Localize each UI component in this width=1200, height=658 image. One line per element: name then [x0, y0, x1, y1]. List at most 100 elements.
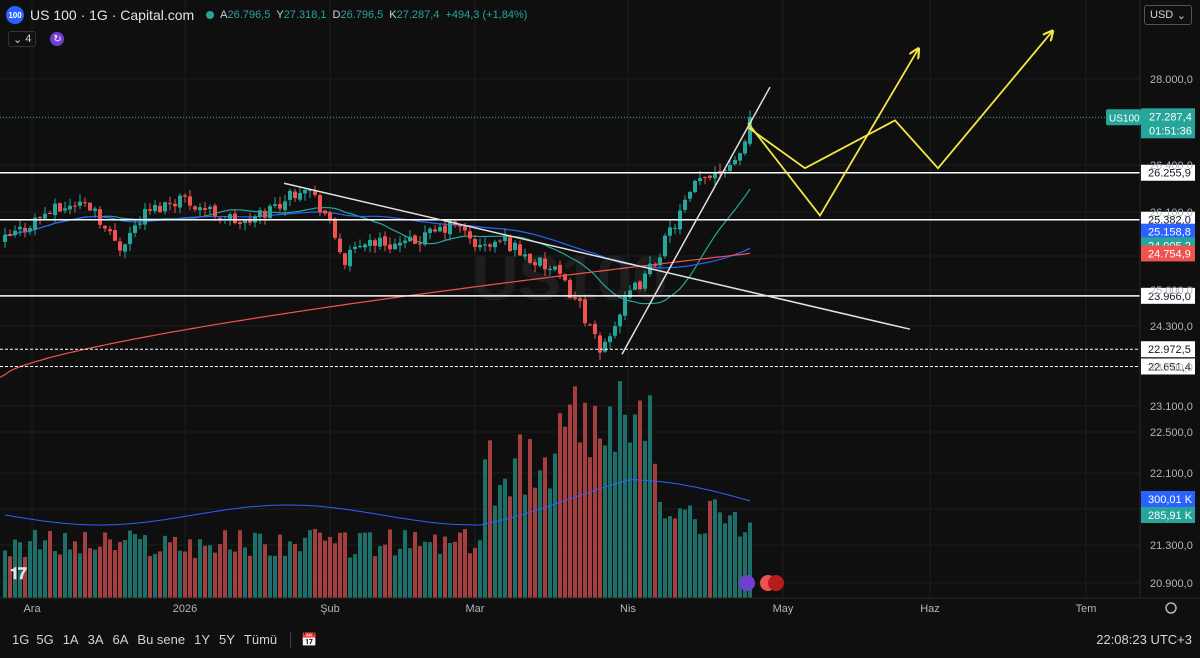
candle-body [728, 164, 732, 171]
volume-bar [638, 400, 642, 598]
candle-body [238, 222, 242, 224]
timeframe-bu-sene[interactable]: Bu sene [137, 632, 186, 647]
candle-body [98, 209, 102, 225]
volume-bar [228, 549, 232, 598]
volume-bar [438, 553, 442, 598]
volume-bar [598, 438, 602, 598]
volume-bar [78, 553, 82, 598]
candle-body [148, 209, 152, 211]
volume-bar [98, 546, 102, 598]
tradingview-logo-icon[interactable]: 𝟏𝟕 [10, 566, 27, 583]
indicators-toggle[interactable]: ⌄ 4 [8, 31, 37, 47]
market-status-dot [206, 11, 215, 19]
timeframe-1a[interactable]: 1A [62, 632, 79, 647]
volume-bar [663, 518, 667, 598]
candle-body [488, 244, 492, 247]
timeframe-5g[interactable]: 5G [36, 632, 54, 647]
volume-bar [198, 539, 202, 598]
volume-bar [593, 405, 597, 598]
calendar-range-icon[interactable]: 📅 [301, 631, 318, 647]
volume-bar [28, 541, 32, 598]
volume-bar [343, 532, 347, 598]
time-axis[interactable]: Ara 2026 Şub Mar Nis May Haz Tem [0, 597, 1200, 615]
volume-bar [538, 470, 542, 598]
volume-bar [368, 532, 372, 598]
candle-body [68, 205, 72, 210]
price-axis[interactable]: 28.000,027.700,026.400,026.100,025.600,0… [1106, 0, 1195, 598]
volume-bar [698, 534, 702, 598]
candle-body [428, 228, 432, 233]
candle-body [598, 335, 602, 353]
ohlc-open-value: 26.796,5 [227, 9, 271, 21]
candle-body [538, 257, 542, 266]
lightning-event-icon [739, 575, 755, 591]
volume-bar [618, 381, 622, 598]
candle-body [48, 212, 52, 215]
swirl-icon[interactable]: ↻ [50, 32, 65, 46]
candle-body [588, 324, 592, 326]
volume-bar [713, 499, 717, 598]
trend-drawings[interactable] [283, 32, 1052, 591]
candle-body [363, 244, 367, 248]
candle-body [273, 204, 277, 206]
timeframe-tumu[interactable]: Tümü [243, 632, 278, 647]
price-tick-label: 22.100,0 [1150, 468, 1193, 480]
candle-body [58, 203, 62, 212]
volume-bar [603, 445, 607, 598]
volume-bar [338, 532, 342, 598]
volume-bar [223, 530, 227, 598]
timeframe-1y[interactable]: 1Y [194, 632, 211, 647]
candle-body [333, 218, 337, 238]
candle-body [443, 225, 447, 233]
timeframe-6a[interactable]: 6A [112, 632, 129, 647]
volume-bar [283, 555, 287, 598]
candle-body [533, 262, 537, 266]
candle-body [203, 208, 207, 211]
candle-body [158, 205, 162, 213]
volume-bar [358, 533, 362, 598]
projection-path-a [747, 49, 918, 218]
candle-body [183, 195, 187, 197]
ohlc-high-value: 27.318,1 [283, 9, 327, 21]
volume-bar [558, 413, 562, 598]
last-price-label: 27.287,4 [1149, 111, 1192, 123]
volume-bar [688, 505, 692, 598]
candle-body [153, 204, 157, 212]
symbol-title[interactable]: US 100 · 1G · Capital.com [30, 7, 195, 23]
volume-bar [448, 543, 452, 598]
downtrend-line [283, 182, 911, 330]
currency-selector[interactable]: USD ⌄ [1144, 5, 1192, 25]
timeframe-3a[interactable]: 3A [87, 632, 104, 647]
volume-bar [443, 536, 447, 598]
ma-value-badge [1141, 245, 1195, 262]
candle-body [448, 220, 452, 235]
volume-bar [628, 442, 632, 598]
candle-body [493, 241, 497, 248]
volume-bar [168, 542, 172, 598]
volume-bar [258, 533, 262, 598]
candle-body [3, 234, 7, 242]
price-tick-label: 22.500,0 [1150, 427, 1193, 439]
symbol-logo[interactable]: 100 [6, 6, 24, 24]
candle-body [8, 234, 12, 237]
volume-bar [188, 539, 192, 598]
volume-value-label: 300,01 K [1148, 494, 1193, 506]
horizontal-levels[interactable]: 26.255,925.382,023.966,022.972,522.651,4 [0, 116, 1195, 375]
candle-body [708, 175, 712, 178]
volume-bar [138, 539, 142, 598]
level-price-label: 22.972,5 [1148, 344, 1191, 356]
candle-body [113, 230, 117, 241]
volume-bar [303, 537, 307, 598]
candle-body [673, 227, 677, 229]
volume-bar [143, 535, 147, 598]
candle-body [343, 253, 347, 265]
utc-clock[interactable]: 22:08:23 UTC+3 [1096, 632, 1192, 647]
candle-body [313, 191, 317, 195]
candle-body [368, 239, 372, 246]
timeframe-5y[interactable]: 5Y [219, 632, 235, 647]
bottom-toolbar: 1G 5G 1A 3A 6A Bu sene 1Y 5Y Tümü 📅 [0, 626, 1200, 653]
timeframe-1g[interactable]: 1G [12, 632, 30, 647]
price-tick-label: 23.700,0 [1150, 362, 1193, 374]
